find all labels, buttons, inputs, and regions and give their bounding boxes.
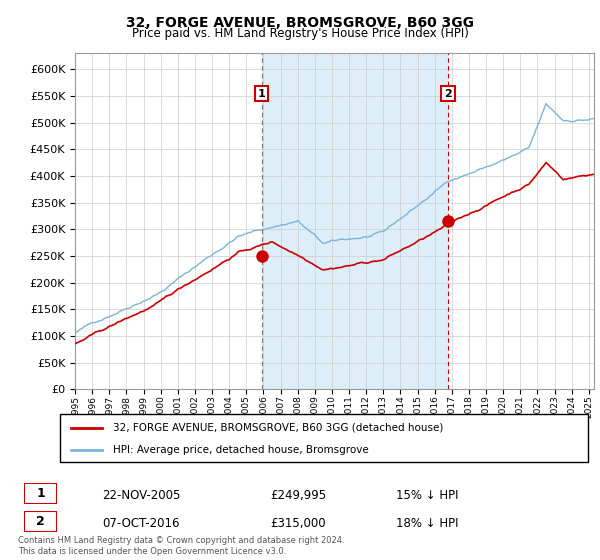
Bar	[262, 53, 448, 389]
Text: 15% ↓ HPI: 15% ↓ HPI	[396, 489, 458, 502]
Text: 22-NOV-2005: 22-NOV-2005	[102, 489, 181, 502]
Text: 1: 1	[36, 487, 45, 500]
Text: HPI: Average price, detached house, Bromsgrove: HPI: Average price, detached house, Brom…	[113, 445, 368, 455]
Text: 1: 1	[258, 88, 266, 99]
Text: 2: 2	[36, 515, 45, 528]
Text: Contains HM Land Registry data © Crown copyright and database right 2024.
This d: Contains HM Land Registry data © Crown c…	[18, 536, 344, 556]
Text: 07-OCT-2016: 07-OCT-2016	[102, 517, 179, 530]
Text: 2: 2	[444, 88, 452, 99]
Text: 32, FORGE AVENUE, BROMSGROVE, B60 3GG: 32, FORGE AVENUE, BROMSGROVE, B60 3GG	[126, 16, 474, 30]
Text: Price paid vs. HM Land Registry's House Price Index (HPI): Price paid vs. HM Land Registry's House …	[131, 27, 469, 40]
Text: £315,000: £315,000	[270, 517, 326, 530]
Text: £249,995: £249,995	[270, 489, 326, 502]
Text: 32, FORGE AVENUE, BROMSGROVE, B60 3GG (detached house): 32, FORGE AVENUE, BROMSGROVE, B60 3GG (d…	[113, 423, 443, 433]
Text: 18% ↓ HPI: 18% ↓ HPI	[396, 517, 458, 530]
